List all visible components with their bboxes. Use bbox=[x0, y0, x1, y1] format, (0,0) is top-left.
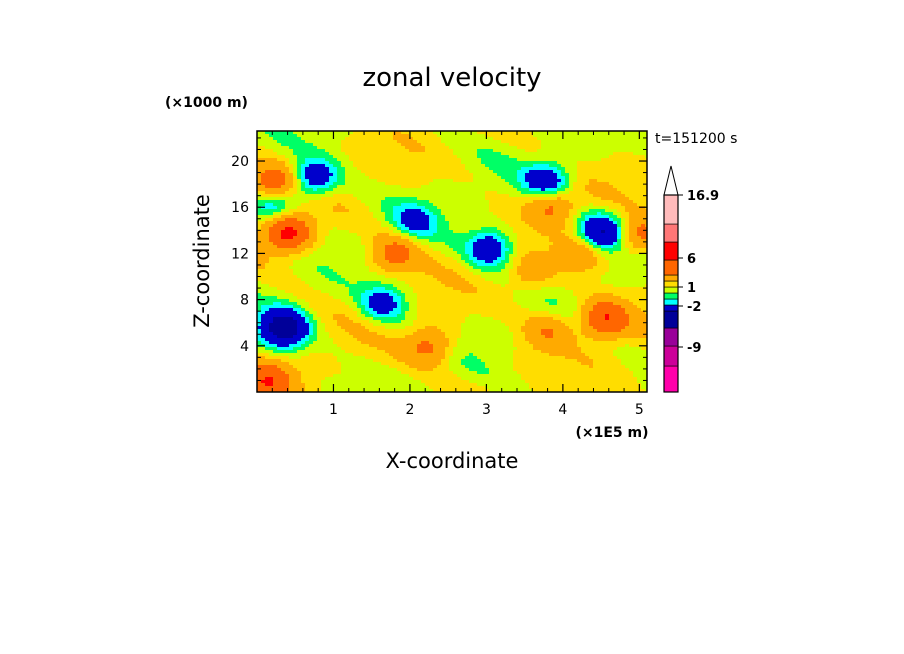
colorbar-tick-label: 16.9 bbox=[687, 189, 719, 204]
colorbar-extend-arrow bbox=[663, 165, 679, 196]
colorbar-segment bbox=[663, 304, 679, 312]
colorbar-segment bbox=[663, 298, 679, 306]
colorbar-segment bbox=[663, 194, 679, 225]
y-scale-label: (×1000 m) bbox=[165, 95, 248, 111]
y-axis-label: Z-coordinate bbox=[190, 194, 214, 328]
colorbar-segment bbox=[663, 310, 679, 329]
chart-title: zonal velocity bbox=[362, 63, 541, 93]
y-tick-label: 4 bbox=[240, 339, 249, 355]
x-scale-label: (×1E5 m) bbox=[575, 425, 648, 441]
y-tick-label: 16 bbox=[231, 200, 249, 216]
colorbar-segment bbox=[663, 223, 679, 243]
plot-frame bbox=[256, 130, 648, 393]
colorbar-tick-label: 6 bbox=[687, 252, 696, 267]
colorbar-tick-label: -2 bbox=[687, 300, 701, 315]
x-tick-label: 5 bbox=[635, 402, 644, 418]
colorbar-segment bbox=[663, 274, 679, 282]
colorbar-segment bbox=[663, 327, 679, 347]
colorbar-frame bbox=[663, 194, 679, 393]
colorbar-tick-label: 1 bbox=[687, 281, 696, 296]
colorbar: 16.9 6 1 -2 -9 bbox=[663, 165, 719, 393]
colorbar-segment bbox=[663, 292, 679, 300]
y-axis: 4 8 12 16 20 bbox=[231, 137, 647, 381]
contour-field bbox=[257, 131, 647, 392]
x-axis-label: X-coordinate bbox=[386, 449, 519, 473]
colorbar-segment bbox=[663, 280, 679, 288]
x-tick-label: 3 bbox=[482, 402, 491, 418]
time-label: t=151200 s bbox=[655, 131, 737, 147]
x-tick-label: 1 bbox=[329, 402, 338, 418]
x-tick-label: 2 bbox=[405, 402, 414, 418]
colorbar-segment bbox=[663, 259, 679, 276]
colorbar-segment bbox=[663, 365, 679, 393]
y-tick-label: 12 bbox=[231, 246, 249, 262]
x-axis: 1 2 3 4 5 bbox=[271, 131, 644, 418]
y-tick-label: 20 bbox=[231, 154, 249, 170]
colorbar-segment bbox=[663, 241, 679, 261]
y-tick-label: 8 bbox=[240, 293, 249, 309]
colorbar-segment bbox=[663, 286, 679, 294]
colorbar-tick-label: -9 bbox=[687, 341, 701, 356]
colorbar-segment bbox=[663, 345, 679, 367]
x-tick-label: 4 bbox=[558, 402, 567, 418]
